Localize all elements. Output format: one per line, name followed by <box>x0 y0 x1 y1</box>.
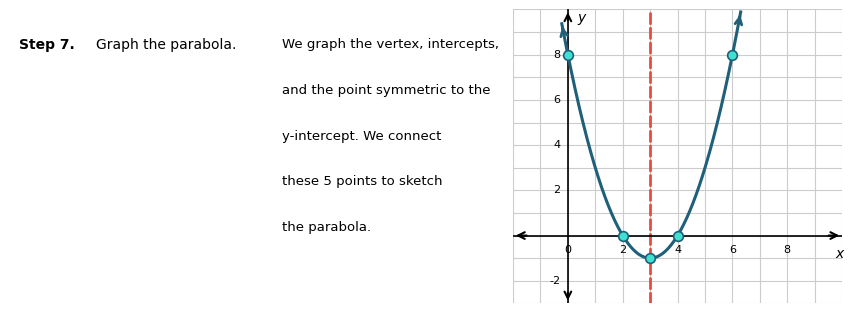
Text: and the point symmetric to the: and the point symmetric to the <box>281 84 490 97</box>
Text: Graph the parabola.: Graph the parabola. <box>96 38 236 52</box>
Text: 0: 0 <box>564 245 571 255</box>
Text: these 5 points to sketch: these 5 points to sketch <box>281 175 442 188</box>
Text: y-intercept. We connect: y-intercept. We connect <box>281 130 441 143</box>
Text: Step 7.: Step 7. <box>19 38 74 52</box>
Text: 2: 2 <box>553 185 560 195</box>
Text: 2: 2 <box>619 245 626 255</box>
Text: 4: 4 <box>553 140 560 150</box>
Text: 4: 4 <box>674 245 681 255</box>
Text: We graph the vertex, intercepts,: We graph the vertex, intercepts, <box>281 38 498 51</box>
Text: x: x <box>835 247 844 261</box>
Text: 8: 8 <box>553 50 560 60</box>
Text: 6: 6 <box>729 245 736 255</box>
Text: 6: 6 <box>553 95 560 105</box>
Text: y: y <box>577 11 586 25</box>
Text: 8: 8 <box>784 245 791 255</box>
Text: the parabola.: the parabola. <box>281 221 370 234</box>
Text: -2: -2 <box>549 276 560 286</box>
